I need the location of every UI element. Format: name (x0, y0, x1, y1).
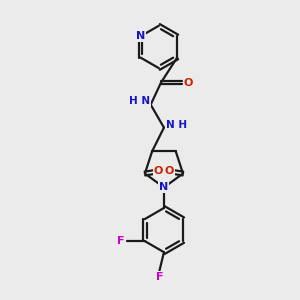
Text: O: O (165, 166, 174, 176)
Text: N H: N H (166, 120, 187, 130)
Text: F: F (117, 236, 124, 246)
Text: N: N (159, 182, 169, 192)
Text: H N: H N (129, 96, 150, 106)
Text: F: F (156, 272, 163, 282)
Text: N: N (136, 31, 145, 41)
Text: O: O (184, 78, 194, 88)
Text: O: O (154, 166, 163, 176)
